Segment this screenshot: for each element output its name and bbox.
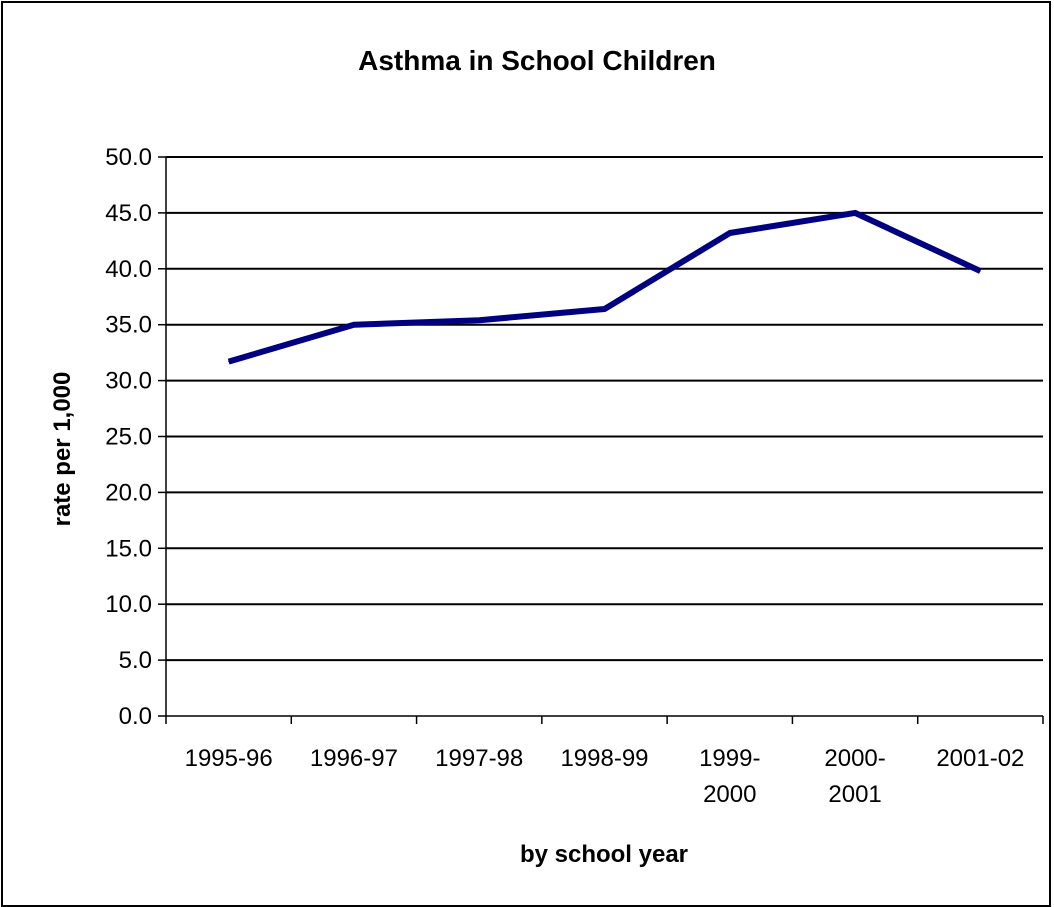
x-tick-label: 1995-96 <box>185 745 273 772</box>
y-tick-label: 0.0 <box>119 703 152 730</box>
y-tick-label: 25.0 <box>105 424 152 451</box>
data-point <box>604 308 605 310</box>
axes <box>158 156 1044 724</box>
x-axis-title: by school year <box>520 841 688 868</box>
x-tick-label: 2001-02 <box>936 745 1024 772</box>
y-tick-label: 15.0 <box>105 535 152 562</box>
y-tick-labels: 0.0 5.0 10.0 15.0 20.0 25.0 30.0 35.0 40.0 45.0 50… <box>105 144 152 730</box>
x-tick-label: 1996-97 <box>310 745 398 772</box>
y-tick-label: 45.0 <box>105 200 152 227</box>
x-tick-label: 1998-99 <box>560 745 648 772</box>
data-point <box>854 212 856 214</box>
series-line <box>227 209 982 365</box>
y-tick-label: 50.0 <box>105 144 152 171</box>
y-tick-label: 10.0 <box>105 591 152 618</box>
y-tick-label: 35.0 <box>105 312 152 339</box>
y-tick-label: 5.0 <box>119 647 152 674</box>
series-layer <box>227 209 982 365</box>
data-point <box>478 319 480 321</box>
x-tick-label: 1997-98 <box>435 745 523 772</box>
y-tick-label: 30.0 <box>105 368 152 395</box>
y-tick-label: 40.0 <box>105 256 152 283</box>
gridlines <box>166 156 1043 662</box>
data-point <box>228 361 230 363</box>
x-tick-label: 2000-2001 <box>824 745 885 808</box>
data-point <box>729 232 731 234</box>
data-point <box>353 324 355 326</box>
y-tick-label: 20.0 <box>105 479 152 506</box>
chart-title: Asthma in School Children <box>358 45 716 76</box>
y-axis-title: rate per 1,000 <box>49 372 76 527</box>
x-tick-labels: 1995-96 1996-97 1997-98 1998-99 1999-2000 200… <box>185 745 1025 808</box>
x-tick-label: 1999-2000 <box>699 745 760 808</box>
data-point <box>979 270 981 272</box>
